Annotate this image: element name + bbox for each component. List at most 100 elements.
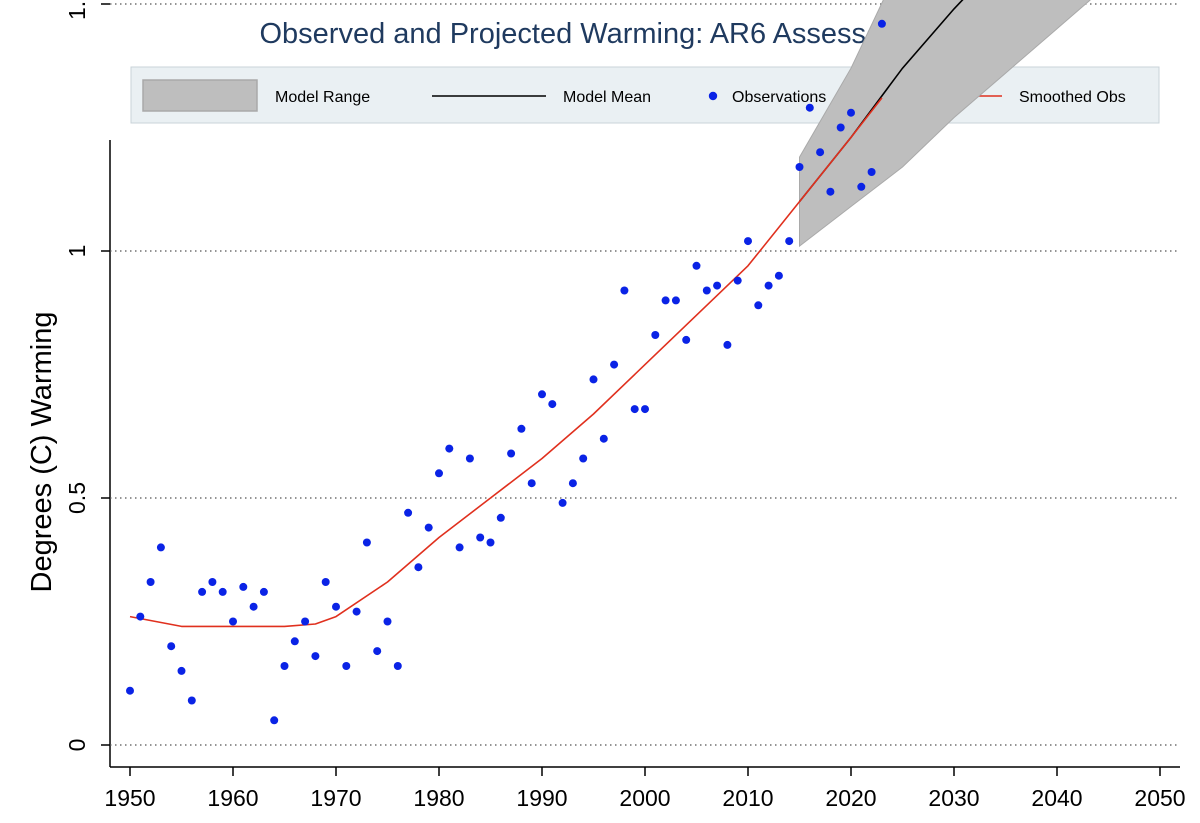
observation-point <box>290 637 299 646</box>
x-tick-label: 2020 <box>825 785 876 811</box>
observation-point <box>301 617 310 626</box>
x-tick-label: 1980 <box>413 785 464 811</box>
x-axis-ticks: 1950 1960 1970 1980 1990 2000 2010 2020 2030 2040… <box>104 767 1186 811</box>
observation-point <box>404 508 413 517</box>
legend: Model Range Model Mean Observations Smoo… <box>130 66 1160 124</box>
observation-point <box>517 424 526 433</box>
observation-point <box>713 281 722 290</box>
observation-point <box>651 331 660 339</box>
observation-point <box>280 662 289 670</box>
observation-point <box>424 523 433 532</box>
observation-point <box>414 563 423 572</box>
observation-point <box>558 498 567 507</box>
observation-point <box>177 666 186 675</box>
observation-point <box>146 578 155 586</box>
observation-point <box>208 578 217 586</box>
y-axis-label: Degrees (C) Warming <box>26 312 58 593</box>
observation-point <box>733 276 742 285</box>
observation-point <box>507 449 516 458</box>
observation-point <box>857 182 866 191</box>
observation-point <box>744 237 752 246</box>
observation-point <box>847 108 855 117</box>
legend-label-model-mean: Model Mean <box>563 89 651 106</box>
observation-point <box>239 582 248 591</box>
observation-point <box>126 686 134 695</box>
observation-point <box>754 301 763 310</box>
observation-point <box>816 148 825 157</box>
legend-model-range-swatch <box>142 79 258 112</box>
observation-point <box>795 163 804 171</box>
observation-point <box>393 662 402 670</box>
observation-point <box>218 587 227 596</box>
x-tick-label: 2030 <box>928 785 979 811</box>
observation-point <box>352 607 361 616</box>
observation-point <box>445 444 454 453</box>
observation-point <box>877 19 886 28</box>
observation-point <box>682 335 691 344</box>
observation-point <box>692 261 701 270</box>
observation-point <box>476 533 485 542</box>
observation-point <box>342 662 351 670</box>
observation-point <box>568 479 577 488</box>
smoothed-obs-line <box>129 97 883 628</box>
observation-point <box>229 617 237 626</box>
y-tick-label: 0.5 <box>64 482 90 514</box>
observation-point <box>167 642 176 651</box>
observation-point <box>661 296 670 305</box>
observation-point <box>723 340 732 349</box>
observation-point <box>435 469 443 478</box>
observation-point <box>373 647 382 656</box>
observation-point <box>785 237 794 246</box>
observation-point <box>764 281 773 290</box>
x-tick-label: 1970 <box>310 785 361 811</box>
observation-point <box>548 400 557 409</box>
observation-point <box>486 538 495 547</box>
observation-point <box>383 617 392 626</box>
observation-point <box>538 390 546 399</box>
x-tick-label: 2000 <box>619 785 670 811</box>
x-tick-label: 1950 <box>104 785 155 811</box>
observation-point <box>867 168 876 176</box>
observation-point <box>805 103 814 112</box>
observation-point <box>630 405 639 414</box>
observation-point <box>259 587 268 596</box>
y-tick-label: 0 <box>64 739 90 752</box>
observation-point <box>136 612 145 621</box>
observation-point <box>527 479 536 488</box>
observation-point <box>641 405 649 414</box>
x-tick-label: 2050 <box>1134 785 1185 811</box>
observation-point <box>455 543 464 552</box>
model-range-band <box>799 0 1091 248</box>
observation-point <box>332 602 340 611</box>
x-tick-label: 2040 <box>1031 785 1082 811</box>
observation-point <box>579 454 588 463</box>
y-tick-label: 1 <box>64 245 90 258</box>
legend-label-observations: Observations <box>732 89 826 106</box>
observation-point <box>610 360 619 369</box>
legend-observations-swatch <box>708 91 718 101</box>
observation-point <box>826 187 835 196</box>
observation-point <box>311 652 320 661</box>
observation-point <box>198 587 207 596</box>
observation-point <box>496 513 505 522</box>
observation-point <box>270 716 279 725</box>
observation-point <box>249 602 258 611</box>
x-tick-label: 2010 <box>722 785 773 811</box>
y-tick-label: 1.5 <box>64 0 90 20</box>
observation-point <box>774 271 783 280</box>
observation-point <box>702 286 711 295</box>
x-tick-label: 1990 <box>516 785 567 811</box>
observation-point <box>599 434 608 443</box>
observation-point <box>589 375 598 384</box>
observation-point <box>836 123 845 132</box>
legend-label-smoothed-obs: Smoothed Obs <box>1019 89 1126 106</box>
plot-area <box>126 0 1091 725</box>
legend-label-model-range: Model Range <box>275 89 370 106</box>
observation-point <box>156 543 165 552</box>
observation-point <box>620 286 629 295</box>
y-axis-ticks: 00.511.52 <box>64 0 110 751</box>
observation-point <box>671 296 680 305</box>
observation-point <box>465 454 474 463</box>
observation-point <box>187 696 196 705</box>
